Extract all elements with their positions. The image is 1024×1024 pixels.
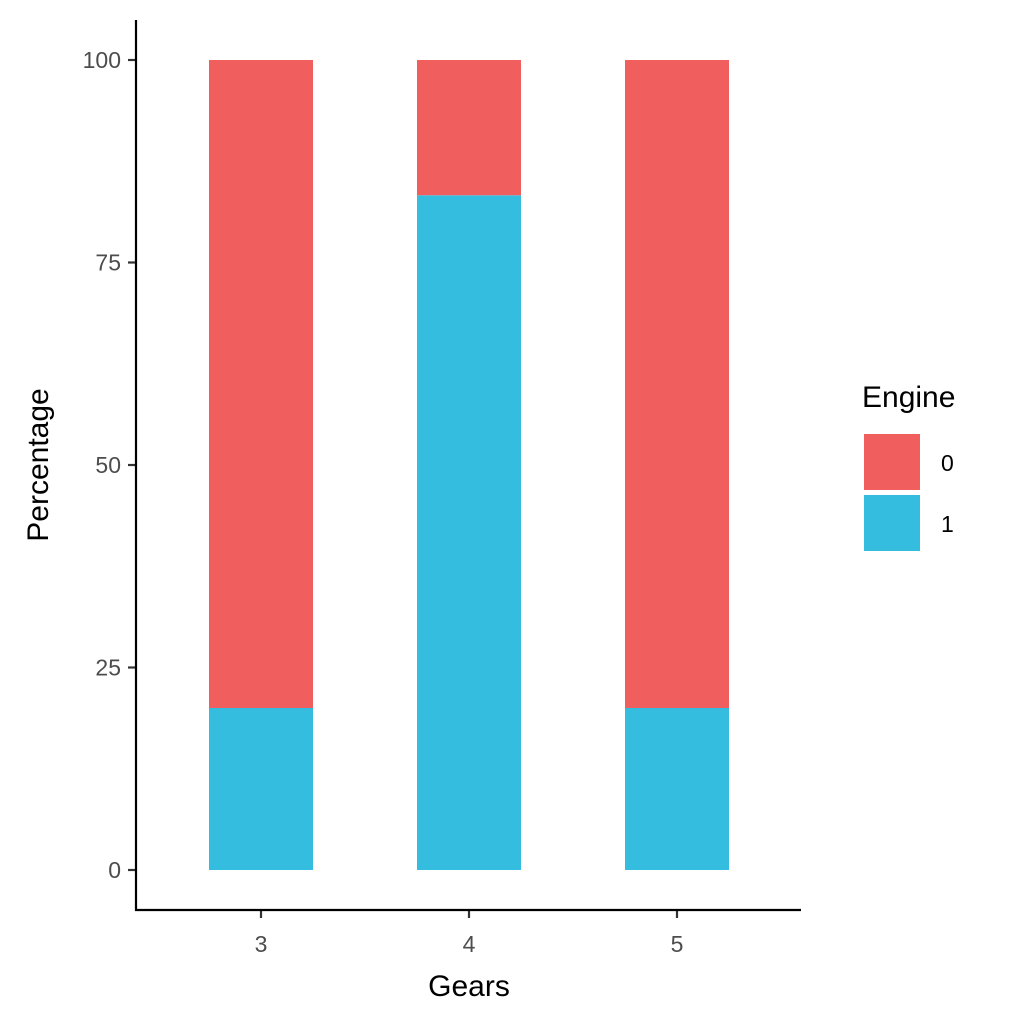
y-tick-label: 0: [108, 857, 121, 883]
legend-swatch-1: [864, 495, 920, 551]
y-tick-label: 25: [95, 655, 121, 681]
y-tick-label: 75: [95, 250, 121, 276]
y-tick-label: 100: [83, 47, 121, 73]
bar-gear-3-engine-0: [209, 60, 313, 708]
legend: Engine 0 1: [862, 381, 955, 551]
bar-gear-5-engine-0: [625, 60, 729, 708]
x-tick-label: 3: [255, 931, 268, 957]
y-axis-title: Percentage: [22, 388, 55, 541]
bar-gear-5-engine-1: [625, 708, 729, 870]
x-tick-label: 5: [671, 931, 684, 957]
bars-layer: [209, 60, 729, 870]
legend-label-1: 1: [941, 511, 954, 537]
legend-swatch-0: [864, 434, 920, 490]
bar-gear-4-engine-0: [417, 60, 521, 196]
x-tick-label: 4: [463, 931, 476, 957]
legend-title: Engine: [862, 381, 955, 414]
x-axis-ticks: 3 4 5: [255, 910, 684, 957]
y-axis-ticks: 0 25 50 75 100: [83, 47, 136, 883]
y-tick-label: 50: [95, 452, 121, 478]
legend-label-0: 0: [941, 450, 954, 476]
bar-gear-3-engine-1: [209, 708, 313, 870]
bar-gear-4-engine-1: [417, 195, 521, 870]
x-axis-title: Gears: [428, 970, 510, 1003]
